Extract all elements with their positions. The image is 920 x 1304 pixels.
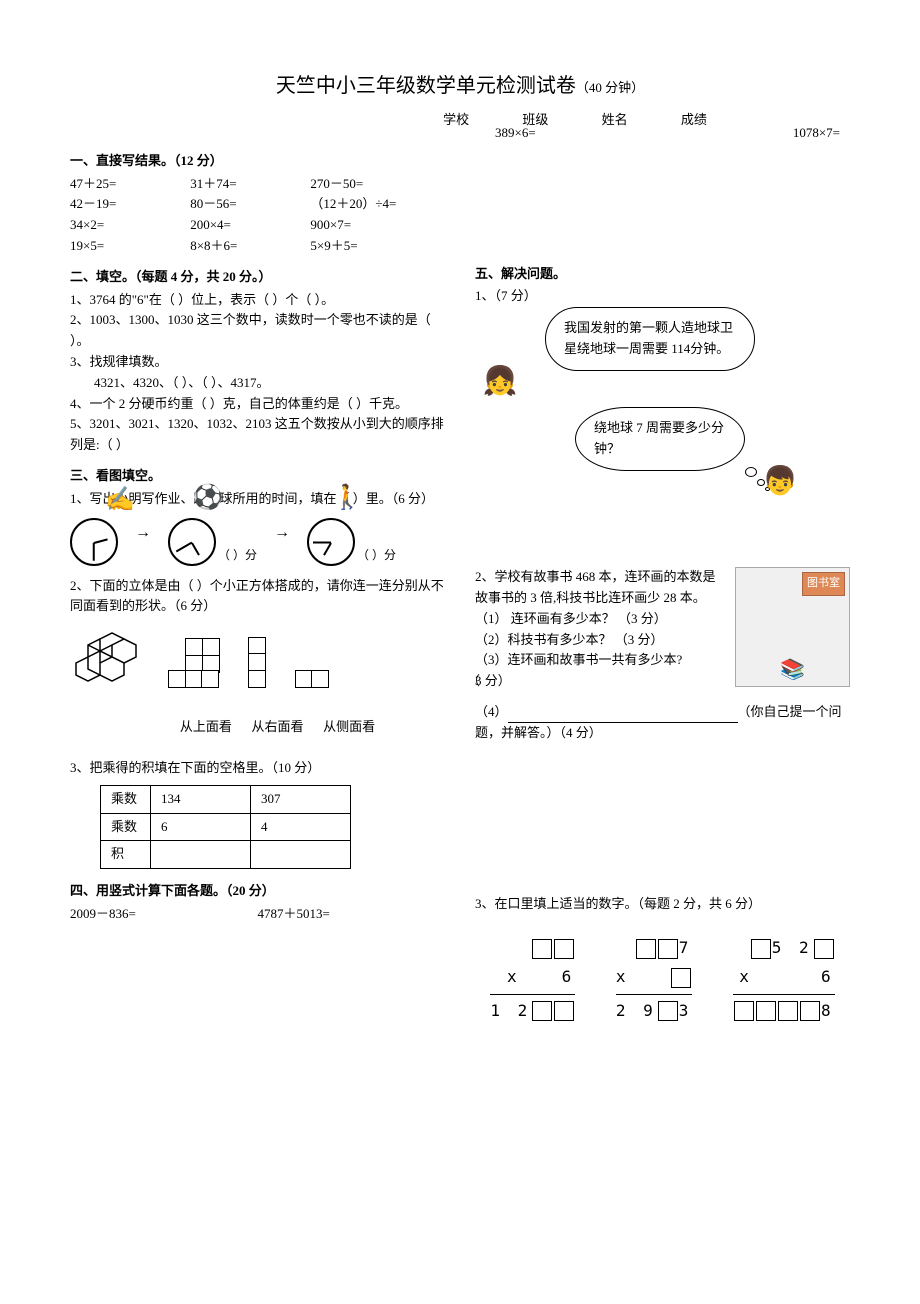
s2-q4: 4、一个 2 分硬币约重（ ）克，自己的体重约是（ ）千克。 [70, 394, 445, 415]
cubes-row [76, 627, 445, 687]
s1-cell: 19×5= [70, 236, 182, 257]
s5-q2-4a: （4） [475, 704, 508, 719]
table-cell: 307 [251, 785, 351, 813]
field-school: 学校 [443, 112, 469, 127]
s5-q1-figure: 👧 我国发射的第一颗人造地球卫星绕地球一周需要 114分钟。 绕地球 7 周需要… [475, 307, 850, 507]
title-main: 天竺中小三年级数学单元检测试卷 [276, 75, 576, 97]
s1-grid: 47＋25= 31＋74= 270－50= 42－19= 80－56= （12＋… [70, 174, 445, 257]
s3-q3: 3、把乘得的积填在下面的空格里。（10 分） [70, 758, 445, 779]
blank-min-1: （ ）分 [218, 546, 257, 565]
table-cell: 乘数 [101, 785, 151, 813]
s1-right1: 389×6= [495, 123, 536, 144]
s1-right2: 1078×7= [793, 123, 840, 144]
library-sign: 图书室 [802, 572, 845, 596]
flat-view-2 [249, 638, 266, 688]
cube-3d-figure [76, 627, 156, 687]
s1-cell: 47＋25= [70, 174, 182, 195]
views-labels: 从上面看 从右面看 从侧面看 [70, 717, 445, 738]
s5-q2-3b: 3 分） [475, 673, 511, 688]
view-top: 从上面看 [180, 717, 232, 738]
page-title: 天竺中小三年级数学单元检测试卷（40 分钟） [70, 70, 850, 102]
s1-cell: 270－50= [310, 174, 445, 195]
s1-cell: 200×4= [190, 215, 302, 236]
flat-view-1 [186, 639, 219, 687]
fill-problem-3: 5 2 x 6 8 [733, 934, 835, 1025]
s1-cell: 80－56= [190, 194, 302, 215]
s1-cell: 42－19= [70, 194, 182, 215]
s5-q2-block: 图书室 📚 2、学校有故事书 468 本，连环画的本数是故事书的 3 倍,科技书… [475, 567, 850, 743]
s1-cell: 5×9＋5= [310, 236, 445, 257]
view-side: 从侧面看 [323, 717, 375, 738]
s1-cell: 900×7= [310, 215, 445, 236]
clock-3 [307, 518, 355, 566]
s2-q3: 3、找规律填数。 [70, 352, 445, 373]
s5-title: 五、解决问题。 [475, 264, 850, 285]
s4-problems: 2009－836= 4787＋5013= [70, 904, 445, 925]
library-image: 图书室 📚 [735, 567, 850, 687]
right-column: 389×6= 1078×7= 五、解决问题。 1、（7 分） 👧 我国发射的第一… [475, 141, 850, 1026]
person-icon: 🚶 [317, 474, 377, 524]
s2-q5: 5、3201、3021、1320、1032、2103 这五个数按从小到大的顺序排… [70, 414, 445, 456]
table-cell: 6 [151, 813, 251, 841]
s1-cell: 8×8＋6= [190, 236, 302, 257]
clock-figure-row: ✍ → ⚽ （ ）分 → 🚶 （ ）分 [70, 518, 445, 566]
s2-q2: 2、1003、1300、1030 这三个数中，读数时一个零也不读的是（ ）。 [70, 310, 445, 352]
arrow-icon: → [128, 520, 158, 566]
title-time: （40 分钟） [576, 80, 644, 95]
clock-1 [70, 518, 118, 566]
table-cell: 4 [251, 813, 351, 841]
left-column: 一、直接写结果。（12 分） 47＋25= 31＋74= 270－50= 42－… [70, 141, 445, 1026]
boy-icon: 👦 [755, 447, 805, 517]
blank-min-2: （ ）分 [357, 546, 396, 565]
speech-bubble-1: 我国发射的第一颗人造地球卫星绕地球一周需要 114分钟。 [545, 307, 755, 371]
mult-table: 乘数134307 乘数64 积 [100, 785, 351, 869]
s1-title: 一、直接写结果。（12 分） [70, 151, 445, 172]
s2-title: 二、填空。（每题 4 分，共 20 分。） [70, 267, 445, 288]
s5-q3: 3、在口里填上适当的数字。（每题 2 分，共 6 分） [475, 894, 850, 915]
s1-right-row: 389×6= 1078×7= [475, 123, 850, 144]
s1-cell: 34×2= [70, 215, 182, 236]
s4-p1: 2009－836= [70, 904, 258, 925]
s3-q2: 2、下面的立体是由（ ）个小正方体搭成的，请你连一连分别从不同面看到的形状。（6… [70, 576, 445, 618]
s5-q2-4: （4）（你自己提一个问题，并解答。）（4 分） [475, 702, 850, 744]
s1-cell: 31＋74= [190, 174, 302, 195]
blank-underline [508, 709, 738, 723]
clock-2 [168, 518, 216, 566]
fill-problem-2: 7 x 2 93 [616, 934, 693, 1025]
arrow-icon: → [267, 520, 297, 566]
view-right: 从右面看 [251, 717, 303, 738]
girl-icon: 👧 [475, 347, 525, 417]
s5-q1-label: 1、（7 分） [475, 286, 850, 307]
s5-q2-3c: （ [467, 671, 480, 692]
thought-bubble-2: 绕地球 7 周需要多少分钟？ [575, 407, 745, 471]
s2-q1: 1、3764 的"6"在（ ）位上，表示（ ）个（ ）。 [70, 290, 445, 311]
table-cell [251, 841, 351, 869]
s2-q3b: 4321、4320、（ ）、（ ）、4317。 [70, 373, 445, 394]
flat-view-3 [296, 671, 329, 688]
table-cell [151, 841, 251, 869]
table-cell: 积 [101, 841, 151, 869]
fill-box-row: x 6 1 2 7 x 2 93 5 2 x 6 8 [475, 934, 850, 1025]
s4-p2: 4787＋5013= [258, 904, 446, 925]
table-cell: 134 [151, 785, 251, 813]
s1-cell: （12＋20）÷4= [310, 194, 445, 215]
table-cell: 乘数 [101, 813, 151, 841]
fill-problem-1: x 6 1 2 [490, 934, 575, 1025]
s4-title: 四、用竖式计算下面各题。（20 分） [70, 881, 445, 902]
football-icon: ⚽ [178, 474, 238, 524]
